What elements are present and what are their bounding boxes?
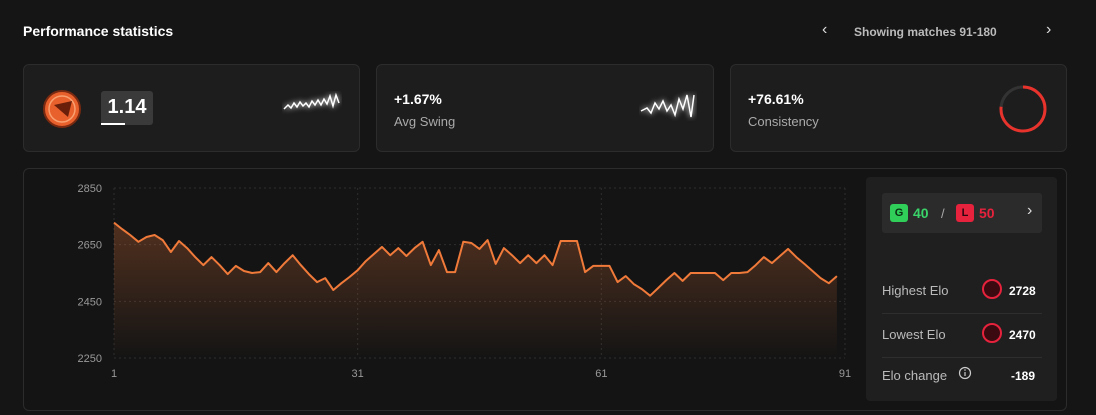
x-tick-label: 91 bbox=[839, 368, 851, 380]
losses-badge: L bbox=[956, 204, 974, 222]
consistency-label: Consistency bbox=[748, 114, 819, 129]
x-tick-label: 61 bbox=[595, 368, 607, 380]
ring-arc bbox=[999, 85, 1047, 133]
change-label: Elo change bbox=[882, 368, 948, 383]
x-tick-label: 31 bbox=[352, 368, 364, 380]
wins-badge: G bbox=[890, 204, 908, 222]
y-tick-label: 2650 bbox=[78, 240, 102, 252]
x-tick-label: 1 bbox=[111, 368, 117, 380]
consistency-value: +76.61% bbox=[748, 91, 804, 107]
chevron: › bbox=[1027, 202, 1033, 219]
highest-value: 2728 bbox=[1009, 284, 1036, 298]
swing-label: Avg Swing bbox=[394, 114, 456, 129]
next-button[interactable]: › bbox=[1046, 21, 1052, 38]
kd-icon bbox=[43, 90, 81, 128]
stats-panel: G 40 / L 50 › Highest Elo 2728 Lowest El… bbox=[866, 177, 1057, 401]
level-icon bbox=[982, 279, 1002, 299]
record-button[interactable]: G 40 / L 50 › bbox=[882, 193, 1042, 233]
lowest-value: 2470 bbox=[1009, 328, 1036, 342]
highest-label: Highest Elo bbox=[882, 283, 949, 298]
prev-button[interactable]: ‹ bbox=[822, 21, 828, 38]
line bbox=[113, 221, 838, 297]
consistency-ring bbox=[999, 85, 1047, 133]
kd-value: 1.14 bbox=[107, 96, 147, 118]
consistency-card: +76.61% Consistency bbox=[730, 64, 1067, 152]
losses: 50 bbox=[979, 205, 995, 221]
kd-sparkline bbox=[283, 92, 340, 110]
swing-sparkline bbox=[640, 94, 695, 118]
divider bbox=[882, 313, 1042, 314]
swing-card: +1.67% Avg Swing bbox=[376, 64, 714, 152]
y-tick-label: 2450 bbox=[78, 296, 102, 308]
swing-value: +1.67% bbox=[394, 91, 442, 107]
wins: 40 bbox=[913, 205, 929, 221]
area bbox=[114, 222, 837, 358]
range-label: Showing matches 91-180 bbox=[854, 25, 997, 39]
lowest-label: Lowest Elo bbox=[882, 327, 946, 342]
elo-chart: 2250 2450 2650 2850 1 31 61 91 bbox=[78, 183, 852, 380]
separator: / bbox=[941, 206, 945, 221]
kd-bar bbox=[101, 123, 125, 125]
y-tick-label: 2850 bbox=[78, 183, 102, 195]
info-icon[interactable] bbox=[958, 366, 972, 380]
title: Performance statistics bbox=[23, 23, 174, 39]
kd-box: 1.14 bbox=[101, 91, 153, 125]
kd-card: 1.14 bbox=[23, 64, 360, 152]
level-icon bbox=[982, 323, 1002, 343]
change-value: -189 bbox=[1011, 369, 1036, 383]
divider bbox=[882, 357, 1042, 358]
y-tick-label: 2250 bbox=[78, 353, 102, 365]
